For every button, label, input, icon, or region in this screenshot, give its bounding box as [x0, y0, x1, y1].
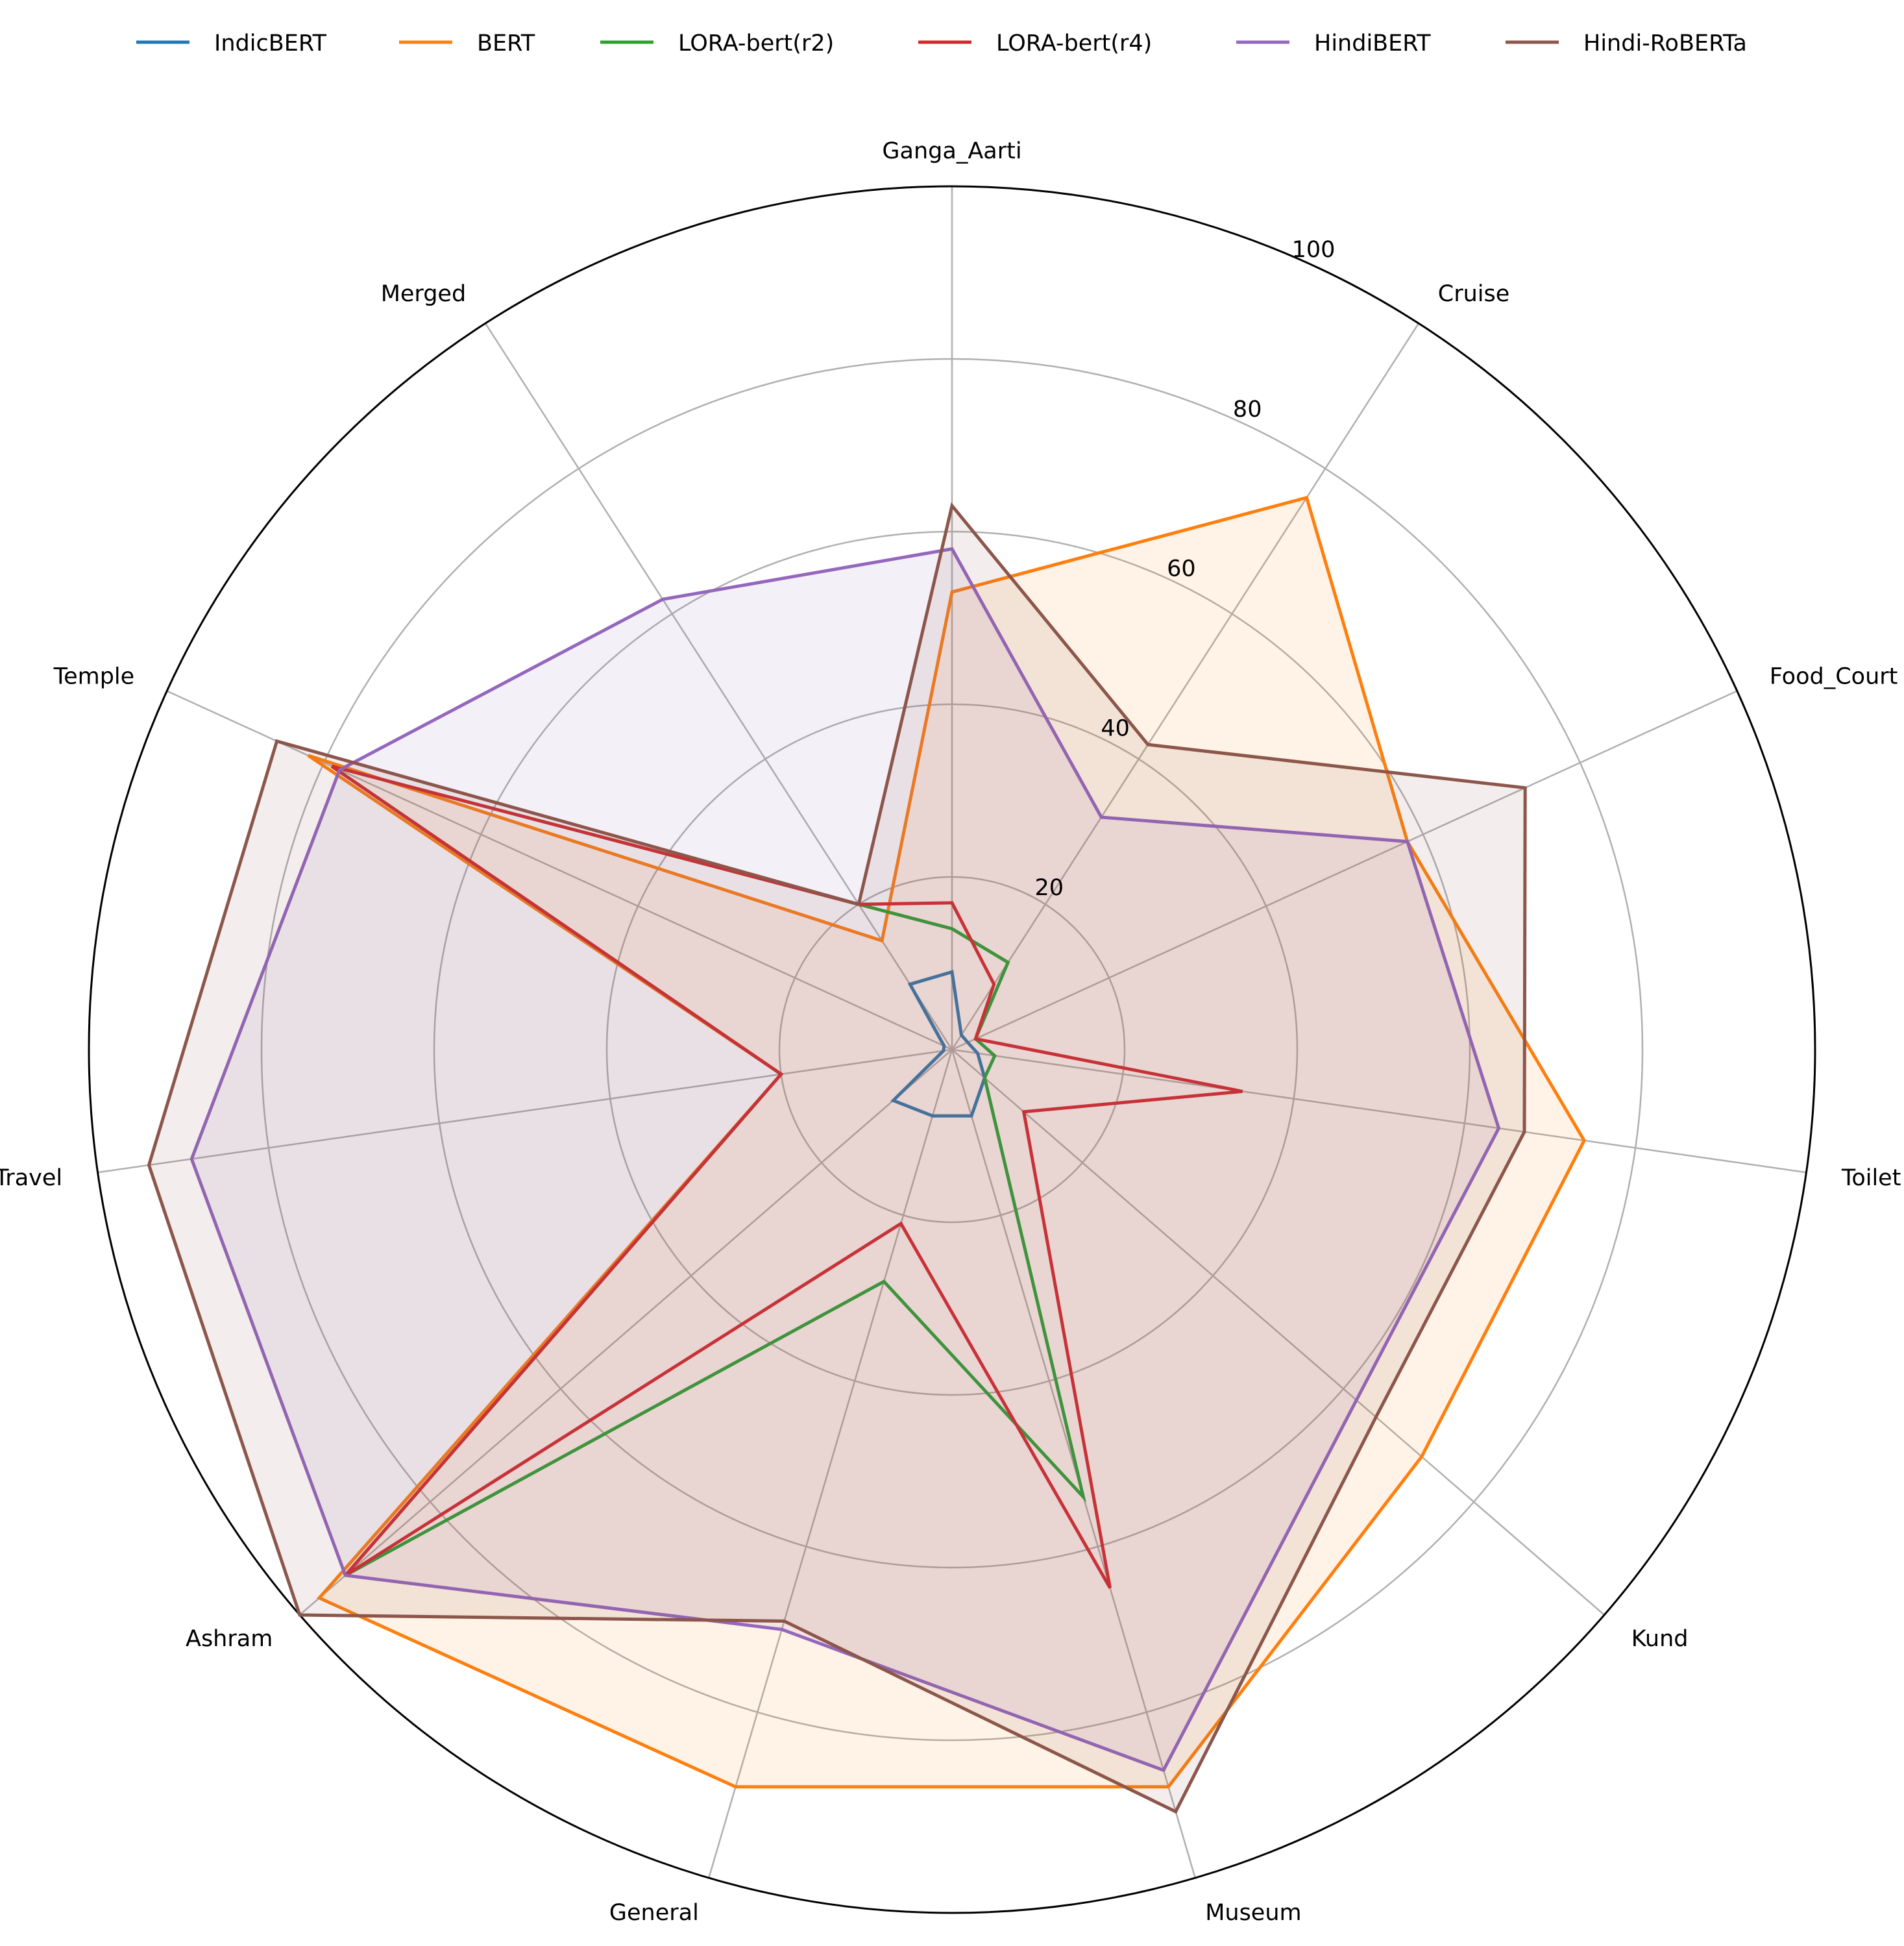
series-fill-bert: [308, 497, 1585, 1787]
tick-label-80: 80: [1233, 397, 1262, 423]
category-label-museum: Museum: [1205, 1900, 1301, 1926]
spoke-museum: [951, 1049, 1196, 1878]
series-line-hindibert: [189, 547, 1501, 1773]
legend-label-lora-bert-r4: LORA-bert(r4): [996, 31, 1152, 56]
legend-label-indicbert: IndicBERT: [214, 31, 327, 56]
series-hindibert: [189, 547, 1501, 1773]
legend-item-hindibert: HindiBERT: [1236, 31, 1431, 56]
series-lora-bert-r4: [330, 765, 1243, 1589]
spoke-travel: [97, 1048, 953, 1174]
legend-item-hindi-roberta: Hindi-RoBERTa: [1506, 31, 1747, 56]
legend-label-lora-bert-r2: LORA-bert(r2): [678, 31, 834, 56]
tick-label-40: 40: [1101, 716, 1130, 742]
radial-tick-labels: 20 40 60 80 100: [1035, 237, 1336, 901]
polar-grid: [88, 185, 1816, 1914]
legend-label-hindi-roberta: Hindi-RoBERTa: [1583, 31, 1747, 56]
legend-label-bert: BERT: [477, 31, 535, 56]
legend-label-hindibert: HindiBERT: [1314, 31, 1431, 56]
spoke-general: [708, 1049, 953, 1878]
legend-item-bert: BERT: [399, 31, 535, 56]
category-label-travel: Travel: [0, 1165, 62, 1191]
category-label-toilet: Toilet: [1841, 1165, 1901, 1191]
category-label-ganga-aarti: Ganga_Aarti: [882, 138, 1021, 164]
tick-label-20: 20: [1035, 875, 1064, 901]
category-label-general: General: [609, 1900, 699, 1926]
series-line-hindi-roberta: [147, 502, 1527, 1814]
spoke-merged: [484, 323, 953, 1050]
series-hindi-roberta: [147, 502, 1527, 1814]
spoke-ashram: [299, 1049, 953, 1616]
category-label-food-court: Food_Court: [1770, 664, 1898, 690]
category-label-merged: Merged: [381, 281, 466, 307]
category-label-ashram: Ashram: [186, 1626, 273, 1652]
legend-item-indicbert: IndicBERT: [136, 31, 327, 56]
series-indicbert: [890, 970, 986, 1118]
category-labels: Ganga_Aarti Cruise Food_Court Toilet Kund Mus…: [0, 138, 1901, 1926]
series-line-indicbert: [890, 970, 986, 1118]
series-fill-hindi-roberta: [149, 506, 1526, 1812]
category-label-temple: Temple: [53, 664, 135, 690]
legend: IndicBERT BERT LORA-bert(r2) LORA-bert(r4) H…: [136, 31, 1747, 56]
spoke-temple: [166, 690, 953, 1051]
series-fill-hindibert: [191, 548, 1499, 1771]
category-label-cruise: Cruise: [1438, 281, 1510, 307]
category-label-kund: Kund: [1631, 1626, 1689, 1652]
tick-label-60: 60: [1167, 556, 1196, 582]
spoke-toilet: [951, 1048, 1807, 1174]
spoke-kund: [951, 1049, 1605, 1616]
legend-item-lora-bert-r2: LORA-bert(r2): [600, 31, 834, 56]
series-layer: [147, 495, 1587, 1814]
series-line-lora-bert-r4: [330, 765, 1243, 1589]
legend-item-lora-bert-r4: LORA-bert(r4): [918, 31, 1152, 56]
outer-frame: [88, 185, 1816, 1914]
spoke-food-court: [951, 690, 1738, 1051]
tick-label-100: 100: [1292, 237, 1336, 263]
spoke-cruise: [951, 323, 1420, 1050]
